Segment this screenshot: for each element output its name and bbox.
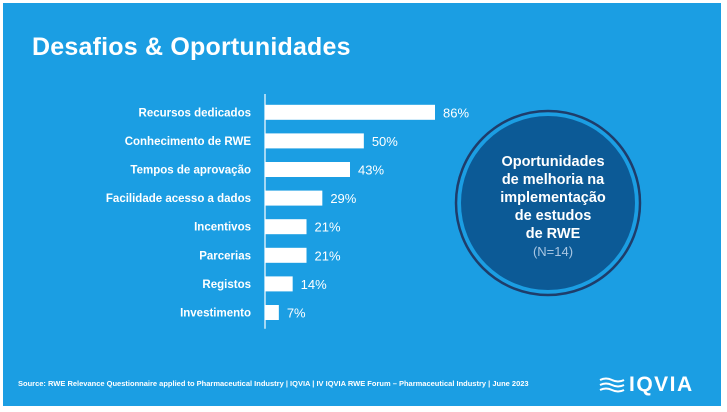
source-footnote: Source: RWE Relevance Questionnaire appl… (18, 379, 529, 388)
value-label: 7% (287, 306, 306, 321)
value-label: 29% (330, 191, 356, 206)
logo-wordmark: IQVIA (629, 373, 694, 396)
category-label: Tempos de aprovação (130, 165, 251, 177)
callout-line: implementação (500, 190, 606, 206)
bar (265, 133, 364, 149)
category-label: Registos (202, 279, 251, 291)
bar (265, 276, 293, 292)
value-label: 86% (443, 105, 469, 120)
bar (265, 247, 307, 263)
callout-line: Oportunidades (501, 154, 605, 170)
page-title: Desafios & Oportunidades (32, 33, 351, 61)
category-label: Facilidade acesso a dados (106, 193, 251, 205)
bar (265, 190, 323, 206)
category-label: Investimento (180, 308, 251, 320)
category-label: Conhecimento de RWE (125, 136, 252, 148)
value-label: 21% (315, 248, 341, 263)
category-label: Parcerias (199, 250, 251, 262)
category-label: Recursos dedicados (139, 107, 251, 119)
callout-text: Oportunidades de melhoria na implementaç… (473, 153, 633, 261)
callout-circle-ring (454, 109, 642, 297)
value-label: 21% (315, 220, 341, 235)
callout-circle (461, 116, 635, 290)
slide: Desafios & Oportunidades Recursos dedica… (3, 3, 721, 406)
bar (265, 305, 279, 320)
value-label: 43% (358, 163, 384, 178)
iqvia-logo: IQVIA (599, 373, 694, 397)
bar (265, 219, 307, 235)
callout-line: de RWE (525, 226, 581, 242)
callout-sample-size: (N=14) (532, 244, 574, 259)
value-label: 50% (372, 134, 398, 149)
bar (265, 162, 350, 177)
callout-line: de melhoria na (501, 172, 605, 188)
bar (265, 104, 435, 120)
bar-chart: Recursos dedicados Conhecimento de RWE Tem… (106, 94, 642, 329)
callout-line: de estudos (514, 208, 592, 224)
value-label: 14% (301, 277, 327, 292)
category-label: Incentivos (194, 222, 251, 234)
iqvia-waves-icon (599, 377, 625, 393)
